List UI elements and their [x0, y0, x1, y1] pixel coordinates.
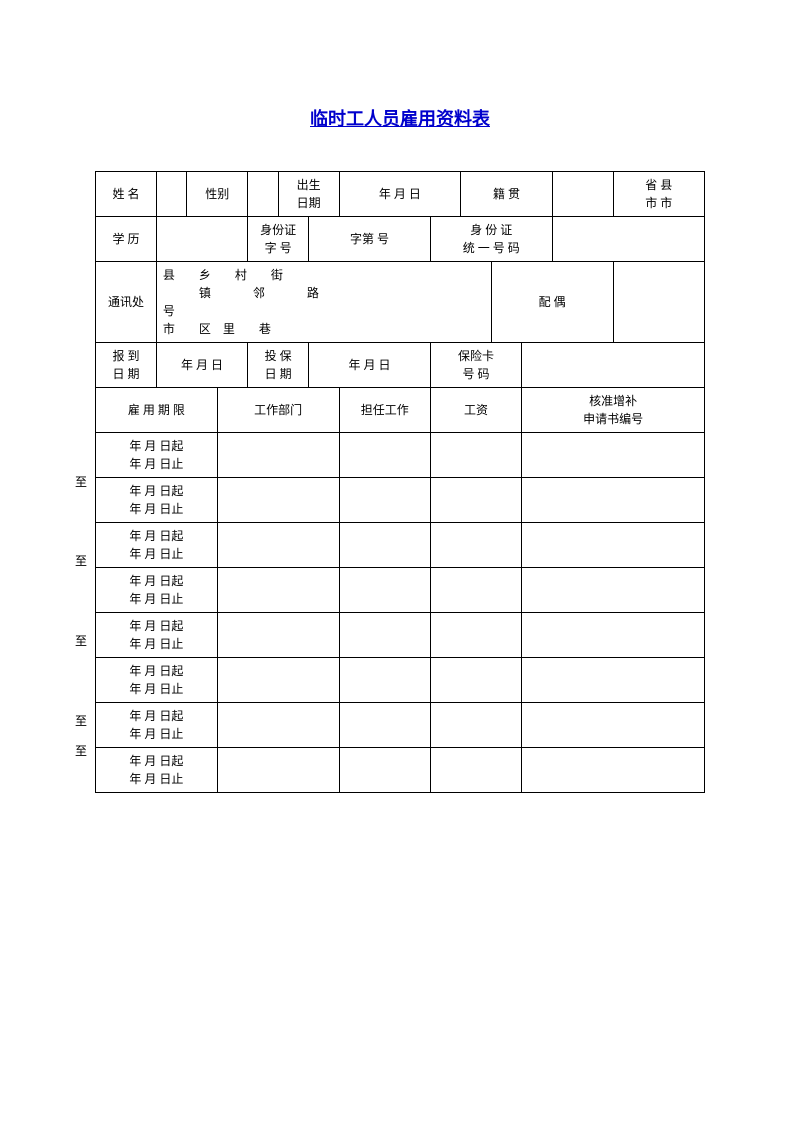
field-card [522, 343, 705, 388]
field-edu [156, 217, 247, 262]
label-card: 保险卡 号 码 [430, 343, 521, 388]
field-name [156, 172, 186, 217]
hdr-job: 担任工作 [339, 388, 430, 433]
hdr-approve: 核准增补 申请书编号 [522, 388, 705, 433]
table-row: 年 月 日起 年 月 日止 [96, 703, 705, 748]
hdr-period: 雇 用 期 限 [96, 388, 218, 433]
employment-form-table: 姓 名 性别 出生 日期 年 月 日 籍 贯 省 县 市 市 学 历 身份证 字… [95, 171, 705, 793]
label-uid: 身 份 证 统 一 号 码 [430, 217, 552, 262]
table-row: 年 月 日起 年 月 日止 [96, 478, 705, 523]
table-row: 年 月 日起 年 月 日止 [96, 568, 705, 613]
label-name: 姓 名 [96, 172, 157, 217]
field-id: 字第 号 [309, 217, 431, 262]
label-id: 身份证 字 号 [248, 217, 309, 262]
label-report-date: 报 到 日 期 [96, 343, 157, 388]
label-address: 通讯处 [96, 262, 157, 343]
label-insure-date: 投 保 日 期 [248, 343, 309, 388]
table-row: 年 月 日起 年 月 日止 [96, 523, 705, 568]
side-label: 至 [75, 552, 87, 569]
hdr-dept: 工作部门 [217, 388, 339, 433]
side-label: 至 [75, 632, 87, 649]
field-report-date: 年 月 日 [156, 343, 247, 388]
field-insure-date: 年 月 日 [309, 343, 431, 388]
field-spouse [613, 262, 705, 343]
table-row: 年 月 日起 年 月 日止 [96, 658, 705, 703]
label-spouse: 配 偶 [491, 262, 613, 343]
field-birth: 年 月 日 [339, 172, 461, 217]
table-row: 年 月 日起 年 月 日止 [96, 748, 705, 793]
label-birth: 出生 日期 [278, 172, 339, 217]
field-native-blank [552, 172, 613, 217]
side-label: 至 [75, 712, 87, 729]
field-native: 省 县 市 市 [613, 172, 705, 217]
field-uid [552, 217, 704, 262]
field-address: 县 乡 村 街 镇 邻 路 号 市 区 里 巷 [156, 262, 491, 343]
field-sex [248, 172, 278, 217]
table-row: 年 月 日起 年 月 日止 [96, 613, 705, 658]
hdr-salary: 工资 [430, 388, 521, 433]
label-sex: 性别 [187, 172, 248, 217]
page-title: 临时工人员雇用资料表 [0, 105, 800, 131]
table-row: 年 月 日起 年 月 日止 [96, 433, 705, 478]
label-edu: 学 历 [96, 217, 157, 262]
label-native: 籍 贯 [461, 172, 552, 217]
side-label: 至 [75, 742, 87, 759]
side-label: 至 [75, 473, 87, 490]
